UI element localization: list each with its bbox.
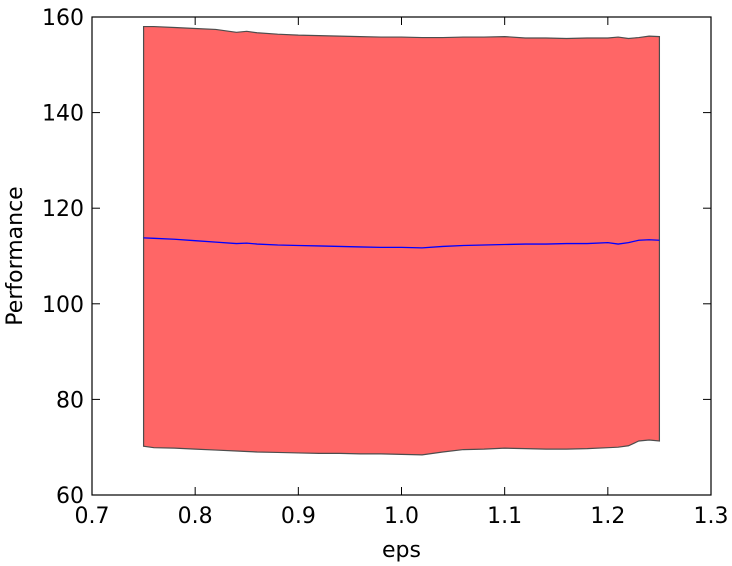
x-axis-label: eps — [382, 538, 421, 563]
y-tick-label: 140 — [42, 102, 84, 127]
y-tick-label: 160 — [42, 6, 84, 31]
x-tick-label: 1.1 — [487, 504, 522, 529]
confidence-band — [142, 25, 661, 456]
plot-area — [142, 25, 661, 456]
x-tick-label: 1.2 — [590, 504, 625, 529]
x-tick-label: 0.9 — [281, 504, 316, 529]
x-tick-label: 0.8 — [178, 504, 213, 529]
x-tick-label: 1.0 — [384, 504, 419, 529]
y-tick-label: 80 — [56, 388, 84, 413]
mean-line — [143, 237, 660, 249]
y-tick-label: 100 — [42, 293, 84, 318]
ticks: 0.7 0.8 0.9 1.0 1.1 1.2 1.3 60 80 100 120 140 160 — [42, 6, 729, 529]
y-axis-label: Performance — [3, 186, 28, 325]
y-tick-label: 60 — [56, 484, 84, 509]
x-tick-label: 1.3 — [694, 504, 729, 529]
y-tick-label: 120 — [42, 197, 84, 222]
x-tick-label: 0.7 — [75, 504, 110, 529]
